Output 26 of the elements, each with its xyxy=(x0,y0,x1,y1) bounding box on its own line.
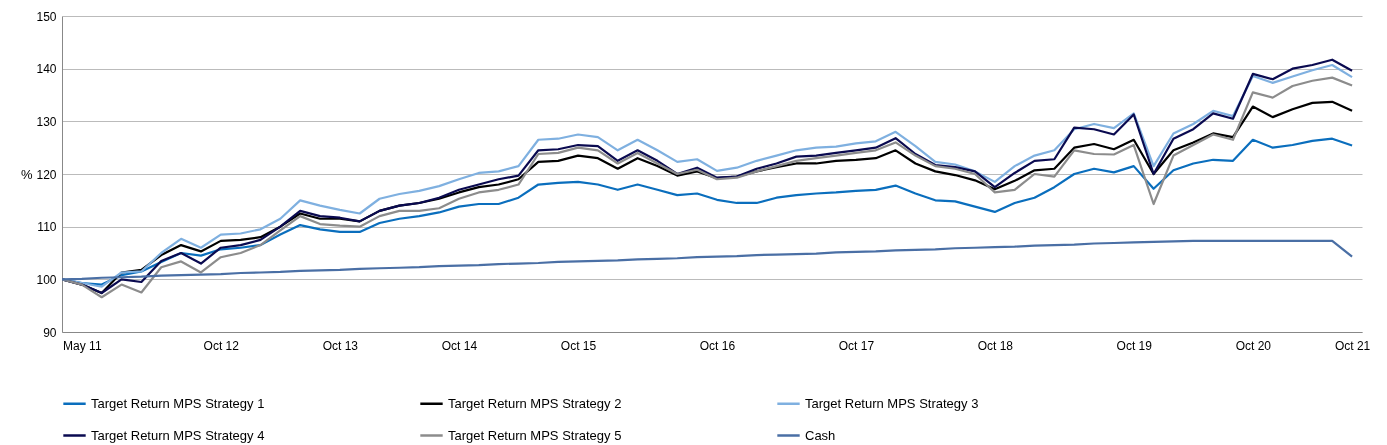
x-tick-label: Oct 13 xyxy=(322,338,359,353)
x-tick-label: Oct 16 xyxy=(699,338,736,353)
legend-label: Target Return MPS Strategy 1 xyxy=(91,395,265,411)
legend-label: Target Return MPS Strategy 4 xyxy=(91,427,265,443)
x-tick-label: May 11 xyxy=(63,338,102,353)
x-tick-label: Oct 21 xyxy=(1334,338,1371,353)
x-tick-label: Oct 12 xyxy=(203,338,240,353)
legend-label: Target Return MPS Strategy 3 xyxy=(805,395,979,411)
y-tick-label: 100 xyxy=(36,272,57,287)
y-tick-label: 150 xyxy=(36,9,57,24)
x-tick-label: Oct 19 xyxy=(1116,338,1153,353)
line-series xyxy=(62,239,1354,281)
legend-label: Target Return MPS Strategy 2 xyxy=(448,395,622,411)
legend-label: Cash xyxy=(805,427,836,443)
y-tick-label: 90 xyxy=(43,325,57,340)
x-tick-label: Oct 20 xyxy=(1235,338,1272,353)
y-tick-label: 110 xyxy=(37,220,57,235)
y-tick-label: 120 xyxy=(36,167,57,182)
x-tick-label: Oct 15 xyxy=(560,338,597,353)
x-tick-label: Oct 18 xyxy=(977,338,1014,353)
x-tick-label: Oct 14 xyxy=(441,338,478,353)
legend-label: Target Return MPS Strategy 5 xyxy=(448,427,622,443)
y-tick-label: 140 xyxy=(36,62,57,77)
y-axis-title: % xyxy=(20,166,33,182)
y-tick-label: 130 xyxy=(36,114,57,129)
x-tick-label: Oct 17 xyxy=(838,338,875,353)
